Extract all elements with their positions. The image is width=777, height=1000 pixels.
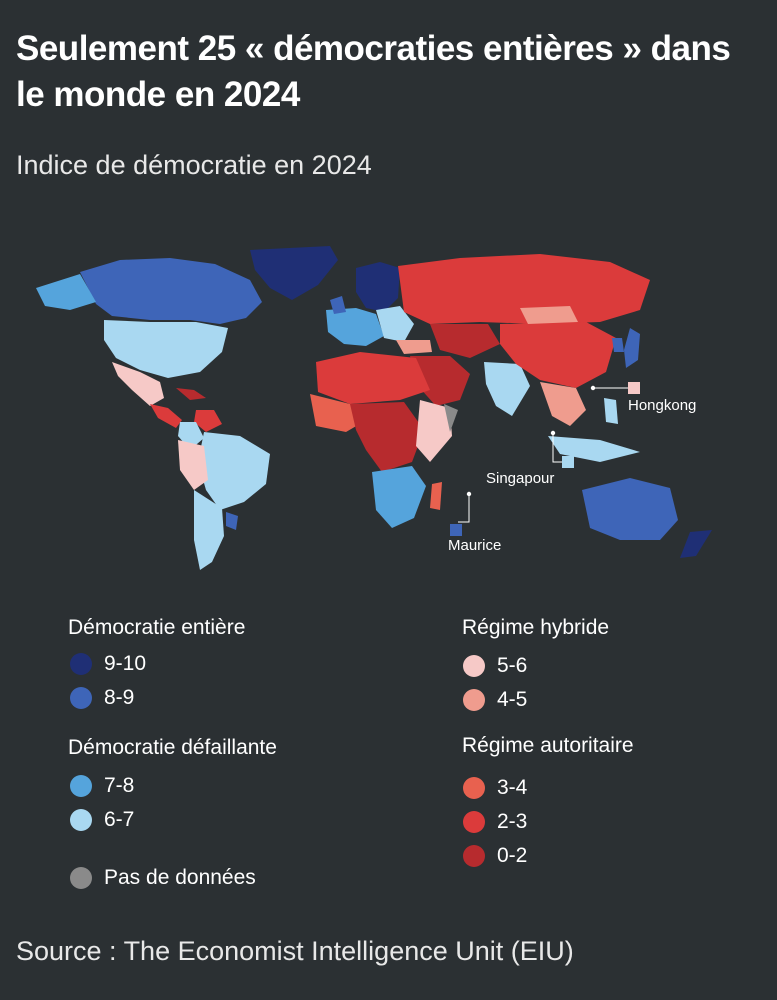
region-southeast-asia xyxy=(540,382,586,426)
maurice-label: Maurice xyxy=(448,537,501,554)
legend-item-7-8: 7-8 xyxy=(70,774,134,798)
legend-item-0-2: 0-2 xyxy=(463,844,527,868)
legend-label: 3-4 xyxy=(497,776,528,799)
singapour-label: Singapour xyxy=(486,470,554,487)
region-north-africa xyxy=(316,352,430,404)
singapour-swatch xyxy=(562,456,574,468)
region-venezuela xyxy=(194,410,222,432)
legend-heading-full-democracy: Démocratie entière xyxy=(68,616,246,639)
maurice-swatch xyxy=(450,524,462,536)
legend-swatch xyxy=(463,655,485,677)
region-usa xyxy=(104,320,228,378)
region-mongolia xyxy=(520,306,578,324)
region-central-america xyxy=(150,404,182,428)
legend-swatch xyxy=(463,845,485,867)
hongkong-label: Hongkong xyxy=(628,397,696,414)
legend-label: Pas de données xyxy=(104,866,256,889)
legend-item-9-10: 9-10 xyxy=(70,652,146,676)
legend-item-2-3: 2-3 xyxy=(463,810,527,834)
region-alaska xyxy=(36,274,96,310)
region-australia xyxy=(582,478,678,540)
legend-heading-authoritarian: Régime autoritaire xyxy=(462,734,634,757)
legend-swatch xyxy=(463,777,485,799)
legend-item-8-9: 8-9 xyxy=(70,686,134,710)
region-peru-bolivia xyxy=(178,440,208,490)
region-canada xyxy=(80,258,262,324)
legend-swatch xyxy=(463,811,485,833)
region-middle-east xyxy=(410,356,470,406)
region-indonesia xyxy=(548,436,640,462)
region-southern-africa xyxy=(372,466,426,528)
world-map: Hongkong Singapour Maurice xyxy=(36,246,712,570)
legend-label: 0-2 xyxy=(497,844,528,867)
region-uk xyxy=(330,296,346,314)
region-central-africa xyxy=(350,402,424,472)
region-madagascar xyxy=(430,482,442,510)
region-greenland xyxy=(250,246,338,300)
legend-label: 2-3 xyxy=(497,810,528,833)
legend-item-3-4: 3-4 xyxy=(463,776,527,800)
legend-item-5-6: 5-6 xyxy=(463,654,527,678)
region-western-europe xyxy=(326,308,384,346)
region-central-asia xyxy=(430,324,500,358)
region-east-africa xyxy=(416,400,452,462)
legend-item-4-5: 4-5 xyxy=(463,688,527,712)
legend-label: 4-5 xyxy=(497,688,528,711)
page-title: Seulement 25 « démocraties entières » da… xyxy=(16,29,731,114)
legend-swatch xyxy=(70,775,92,797)
legend-label: 9-10 xyxy=(104,652,147,675)
legend-label: 6-7 xyxy=(104,808,135,831)
region-philippines xyxy=(604,398,618,424)
legend-swatch xyxy=(70,653,92,675)
subtitle: Indice de démocratie en 2024 xyxy=(16,150,372,180)
region-eastern-europe xyxy=(376,306,414,342)
legend-heading-hybrid: Régime hybride xyxy=(462,616,610,639)
region-russia xyxy=(398,254,650,324)
region-new-zealand xyxy=(680,530,712,558)
region-india xyxy=(484,362,530,416)
legend-item-6-7: 6-7 xyxy=(70,808,134,832)
region-argentina-chile xyxy=(194,490,224,570)
legend-label: 8-9 xyxy=(104,686,135,709)
maurice-leader xyxy=(458,494,470,523)
legend-item-no-data: Pas de données xyxy=(70,866,256,890)
legend-label: 7-8 xyxy=(104,774,135,797)
region-caribbean xyxy=(176,388,206,400)
legend-heading-flawed-democracy: Démocratie défaillante xyxy=(68,736,277,759)
region-scandinavia xyxy=(356,262,400,312)
legend-swatch xyxy=(70,687,92,709)
legend-swatch xyxy=(70,809,92,831)
hongkong-swatch xyxy=(628,382,640,394)
region-china xyxy=(500,322,616,388)
region-horn-africa xyxy=(444,404,458,432)
source-note: Source : The Economist Intelligence Unit… xyxy=(16,936,574,966)
legend-swatch xyxy=(463,689,485,711)
region-brazil xyxy=(198,432,270,510)
legend-label: 5-6 xyxy=(497,654,528,677)
region-uruguay xyxy=(226,512,238,530)
legend-swatch xyxy=(70,867,92,889)
region-mexico xyxy=(112,362,164,406)
region-korea xyxy=(612,338,624,352)
region-turkey xyxy=(396,340,432,354)
region-japan xyxy=(624,328,640,368)
